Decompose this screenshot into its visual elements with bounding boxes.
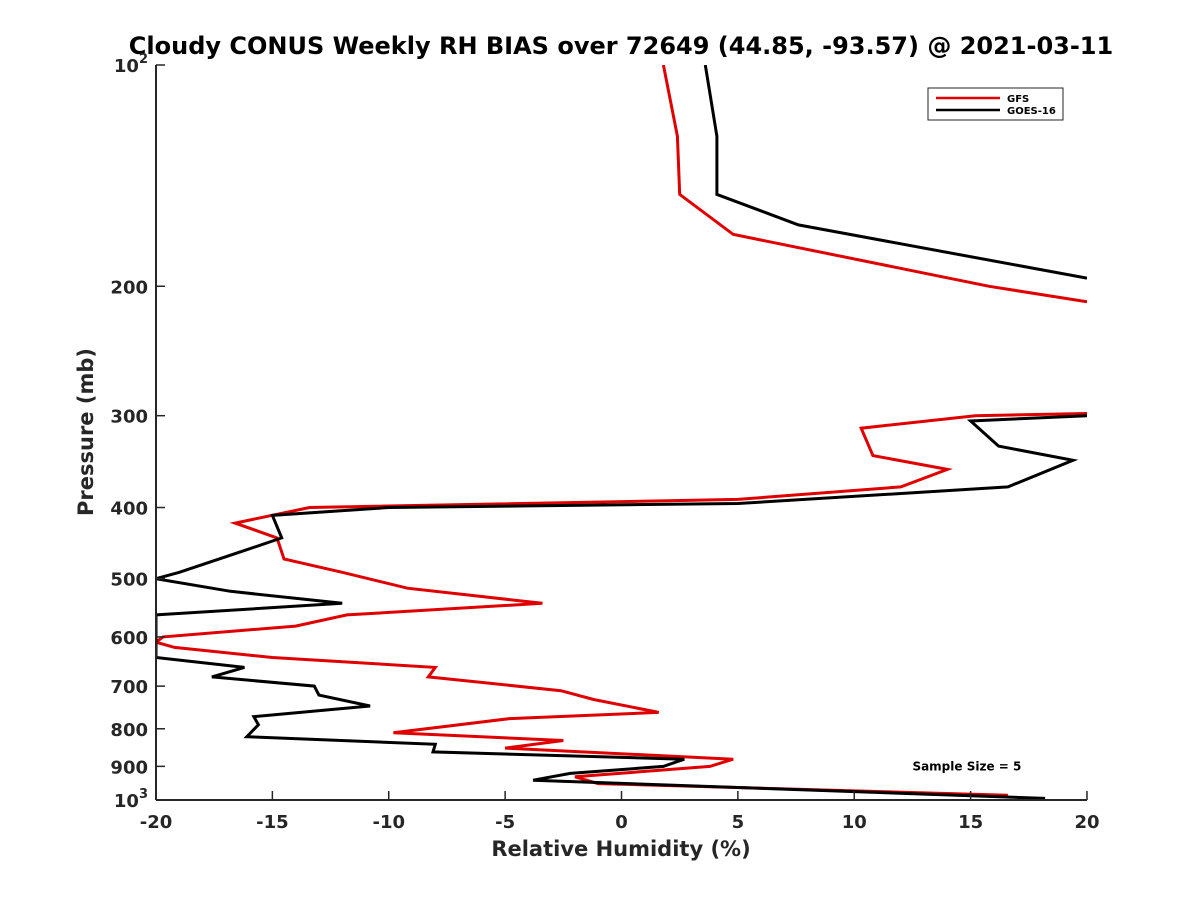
sample-size-annotation: Sample Size = 5 [912, 759, 1021, 773]
x-tick-label: -10 [372, 812, 405, 833]
legend-box [927, 87, 1064, 121]
chart-title: Cloudy CONUS Weekly RH BIAS over 72649 (… [129, 32, 1113, 60]
legend-entry-goes-16: GOES-16 [1007, 106, 1056, 117]
y-axis-label: Pressure (mb) [74, 348, 98, 516]
series-line-gfs-1 [156, 412, 1087, 797]
x-ticks: -20 -15 -10 -5 0 5 10 15 20 [140, 791, 1100, 833]
y-ticks: 102 200 300 400 500 600 700 800 900 103 [110, 52, 165, 812]
y-tick-label: 600 [110, 628, 148, 649]
x-tick-label: 20 [1074, 812, 1099, 833]
x-tick-label: 5 [732, 812, 745, 833]
y-tick-label: 900 [110, 757, 148, 778]
series-line-goes-16-0 [703, 65, 1087, 280]
axes [155, 65, 1087, 801]
x-tick-label: 0 [615, 812, 628, 833]
legend: GFS GOES-16 [927, 87, 1064, 121]
y-tick-label: 400 [110, 499, 148, 520]
y-tick-label: 800 [110, 720, 148, 741]
x-tick-label: -20 [140, 812, 173, 833]
y-tick-label: 103 [114, 787, 148, 812]
x-tick-label: 10 [842, 812, 867, 833]
x-tick-label: -15 [256, 812, 289, 833]
y-tick-label: 200 [110, 277, 148, 298]
series-line-goes-16-1 [156, 414, 1087, 800]
series-line-gfs-0 [661, 65, 1087, 304]
x-axis-label: Relative Humidity (%) [491, 837, 750, 861]
y-tick-label: 300 [110, 407, 148, 428]
plot-lines [156, 65, 1087, 800]
y-tick-label: 102 [114, 52, 148, 77]
x-tick-label: -5 [495, 812, 515, 833]
y-tick-label: 700 [110, 677, 148, 698]
legend-entry-gfs: GFS [1007, 94, 1029, 105]
x-tick-label: 15 [958, 812, 983, 833]
y-tick-label: 500 [110, 570, 148, 591]
